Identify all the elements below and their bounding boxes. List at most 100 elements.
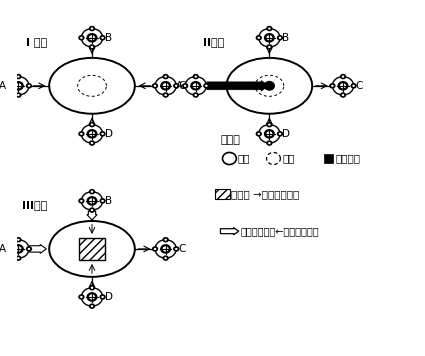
FancyArrow shape (29, 245, 46, 253)
Circle shape (15, 237, 22, 242)
Text: B: B (282, 33, 289, 43)
Text: I 阶段: I 阶段 (26, 37, 47, 47)
Circle shape (91, 209, 93, 211)
Circle shape (329, 83, 336, 89)
Circle shape (175, 85, 178, 87)
Circle shape (154, 248, 156, 250)
Circle shape (162, 74, 169, 79)
Circle shape (162, 237, 169, 242)
Circle shape (268, 142, 271, 144)
Circle shape (87, 196, 97, 206)
Bar (323, 154, 333, 163)
Circle shape (154, 85, 156, 87)
FancyArrow shape (221, 227, 239, 235)
Circle shape (185, 77, 206, 95)
Circle shape (162, 92, 169, 98)
Text: 国家: 国家 (238, 153, 250, 163)
Circle shape (82, 288, 102, 306)
Circle shape (91, 142, 93, 144)
Circle shape (99, 35, 106, 41)
Circle shape (5, 83, 11, 89)
Circle shape (26, 246, 32, 252)
Circle shape (258, 133, 260, 135)
Circle shape (89, 294, 95, 300)
Circle shape (266, 131, 272, 136)
Circle shape (99, 131, 106, 137)
Circle shape (259, 28, 280, 47)
Circle shape (203, 83, 210, 89)
Circle shape (155, 77, 176, 95)
Circle shape (279, 37, 281, 39)
Circle shape (193, 74, 199, 79)
Circle shape (164, 257, 167, 259)
Text: 图例：: 图例： (221, 135, 240, 146)
Circle shape (26, 83, 32, 89)
Circle shape (89, 140, 95, 146)
Circle shape (13, 81, 24, 90)
Circle shape (160, 81, 171, 90)
Circle shape (268, 124, 271, 126)
Bar (79, 237, 105, 260)
Circle shape (15, 255, 22, 261)
Circle shape (89, 285, 95, 290)
Circle shape (101, 200, 104, 202)
Circle shape (91, 287, 93, 289)
Circle shape (337, 81, 348, 90)
Circle shape (17, 257, 20, 259)
Circle shape (28, 248, 30, 250)
Circle shape (266, 140, 272, 146)
Circle shape (255, 35, 262, 41)
Circle shape (152, 83, 158, 89)
Circle shape (89, 198, 95, 204)
Circle shape (277, 35, 283, 41)
Circle shape (89, 207, 95, 213)
Circle shape (101, 37, 104, 39)
Circle shape (91, 27, 93, 30)
Text: A: A (0, 244, 6, 254)
FancyArrow shape (207, 80, 269, 91)
Circle shape (82, 192, 102, 210)
Circle shape (190, 81, 201, 90)
Text: A: A (176, 81, 183, 91)
Circle shape (87, 129, 97, 138)
Circle shape (277, 131, 283, 137)
Circle shape (15, 74, 22, 79)
Circle shape (101, 296, 104, 298)
Text: 市场: 市场 (283, 153, 295, 163)
Circle shape (89, 303, 95, 309)
Circle shape (80, 296, 83, 298)
Circle shape (255, 131, 262, 137)
Circle shape (264, 82, 274, 90)
Text: D: D (282, 129, 290, 139)
Circle shape (205, 85, 207, 87)
Circle shape (173, 246, 179, 252)
Text: II阶段: II阶段 (203, 37, 224, 47)
Circle shape (332, 77, 354, 95)
Circle shape (342, 75, 344, 78)
Circle shape (195, 75, 197, 78)
Circle shape (164, 75, 167, 78)
Circle shape (164, 94, 167, 96)
Circle shape (331, 85, 334, 87)
Circle shape (184, 85, 187, 87)
Text: 技术引进方向←研发成果输入: 技术引进方向←研发成果输入 (241, 226, 320, 236)
Circle shape (91, 305, 93, 307)
Circle shape (101, 133, 104, 135)
Circle shape (163, 246, 169, 252)
Circle shape (99, 294, 106, 300)
Circle shape (182, 83, 188, 89)
Circle shape (268, 27, 271, 30)
Circle shape (17, 239, 20, 241)
Circle shape (80, 37, 83, 39)
Circle shape (268, 46, 271, 48)
Circle shape (89, 26, 95, 31)
Text: C: C (178, 81, 186, 91)
Circle shape (258, 37, 260, 39)
Circle shape (15, 92, 22, 98)
Circle shape (195, 94, 197, 96)
Circle shape (6, 248, 9, 250)
Circle shape (352, 85, 355, 87)
Circle shape (266, 35, 272, 40)
Circle shape (259, 125, 280, 143)
Circle shape (152, 246, 158, 252)
